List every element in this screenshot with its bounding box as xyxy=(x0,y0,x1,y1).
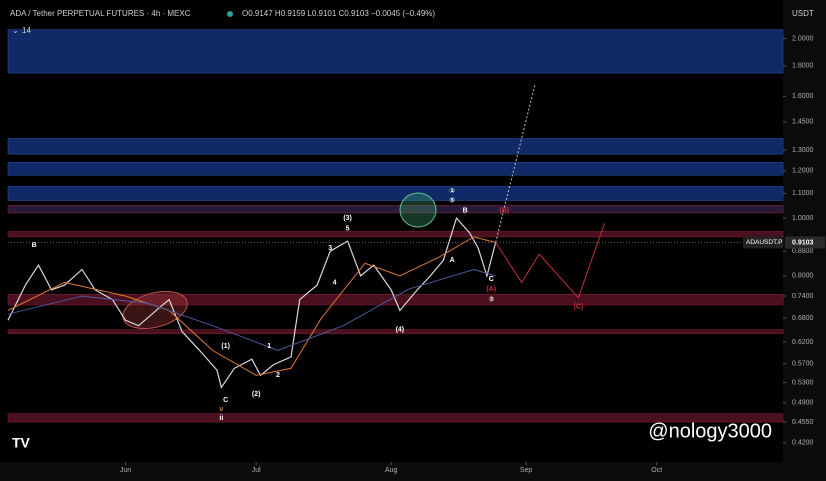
chart-title: ADA / Tether PERPETUAL FUTURES · 4h · ME… xyxy=(10,9,191,18)
wave-label: ii xyxy=(219,415,223,422)
wave-label: ① xyxy=(449,188,455,195)
wave-label: A xyxy=(450,257,455,264)
wave-label: ② xyxy=(488,296,494,303)
zone xyxy=(7,205,784,214)
y-tick-label: 0.5300 xyxy=(792,379,814,386)
axis-bottom xyxy=(0,462,826,481)
watermark: @nology3000 xyxy=(648,420,772,442)
y-tick-label: 0.8800 xyxy=(792,248,814,255)
y-tick-label: 1.2000 xyxy=(792,168,814,175)
series-line xyxy=(495,85,536,243)
symbol-label: ADAUSDT.P xyxy=(746,239,782,246)
x-tick-label: Sep xyxy=(520,467,533,474)
zone xyxy=(7,138,784,155)
y-tick-label: 0.4200 xyxy=(792,440,814,447)
y-tick-label: 0.8000 xyxy=(792,273,814,280)
indicator-toggle[interactable]: ⌄ xyxy=(12,26,19,35)
y-tick-label: 0.6200 xyxy=(792,339,814,346)
series-line xyxy=(7,236,496,376)
x-tick-label: Jul xyxy=(252,467,261,474)
wave-label: (1) xyxy=(221,343,230,350)
wave-label: (A) xyxy=(486,286,496,293)
y-tick-label: 0.7400 xyxy=(792,293,814,300)
wave-label: (4) xyxy=(396,327,405,334)
last-price-label: 0.9103 xyxy=(792,239,814,246)
wave-label: C xyxy=(223,397,228,404)
y-tick-label: 0.5700 xyxy=(792,361,814,368)
zone xyxy=(7,231,784,238)
currency: USDT xyxy=(792,9,814,18)
plot: B (3) 5 3 4 (4) (1) 1 (2) 2 Cv ii ① ⑤ B A C (A) ② (B) (C) xyxy=(7,85,605,422)
x-tick-label: Oct xyxy=(651,467,662,474)
x-tick-label: Jun xyxy=(120,467,131,474)
ohlc: O0.9147 H0.9159 L0.9101 C0.9103 −0.0045 … xyxy=(242,9,435,18)
y-tick-label: 1.3000 xyxy=(792,147,814,154)
y-tick-label: 1.8000 xyxy=(792,63,814,70)
status-dot xyxy=(227,11,233,17)
green-ellipse xyxy=(399,192,437,228)
y-tick-label: 1.4500 xyxy=(792,119,814,126)
series-line xyxy=(495,223,605,299)
y-tick-label: 0.6800 xyxy=(792,315,814,322)
wave-label: 3 xyxy=(328,245,332,252)
series-line xyxy=(7,216,497,389)
wave-label: 5 xyxy=(346,225,350,232)
wave-label: 1 xyxy=(267,343,271,350)
wave-label: C xyxy=(489,276,494,283)
x-tick-label: Aug xyxy=(385,467,398,474)
wave-label: ⑤ xyxy=(449,197,455,204)
y-tick-label: 1.1000 xyxy=(792,190,814,197)
wave-label: (2) xyxy=(252,391,261,398)
y-tick-label: 1.6000 xyxy=(792,93,814,100)
wave-label: 4 xyxy=(333,279,337,286)
zone xyxy=(7,29,784,74)
y-tick-label: 1.0000 xyxy=(792,215,814,222)
y-tick-label: 0.4550 xyxy=(792,419,814,426)
zone xyxy=(7,329,784,334)
wave-label: (C) xyxy=(574,304,584,311)
tv-logo: TV xyxy=(12,435,31,451)
wave-label: (3) xyxy=(343,215,352,222)
wave-label: v xyxy=(219,406,223,413)
zone xyxy=(7,413,784,423)
zone xyxy=(7,162,784,176)
indicator-count: 14 xyxy=(22,26,31,35)
wave-label: (B) xyxy=(499,207,509,214)
zone xyxy=(7,186,784,201)
symbol-tag xyxy=(743,236,783,249)
wave-label: B xyxy=(463,207,468,214)
wave-label: B xyxy=(32,242,37,249)
wave-label: 2 xyxy=(276,372,280,379)
y-tick-label: 0.4900 xyxy=(792,400,814,407)
price-tag xyxy=(785,236,825,249)
series-line xyxy=(7,268,496,351)
y-tick-label: 2.0000 xyxy=(792,35,814,42)
